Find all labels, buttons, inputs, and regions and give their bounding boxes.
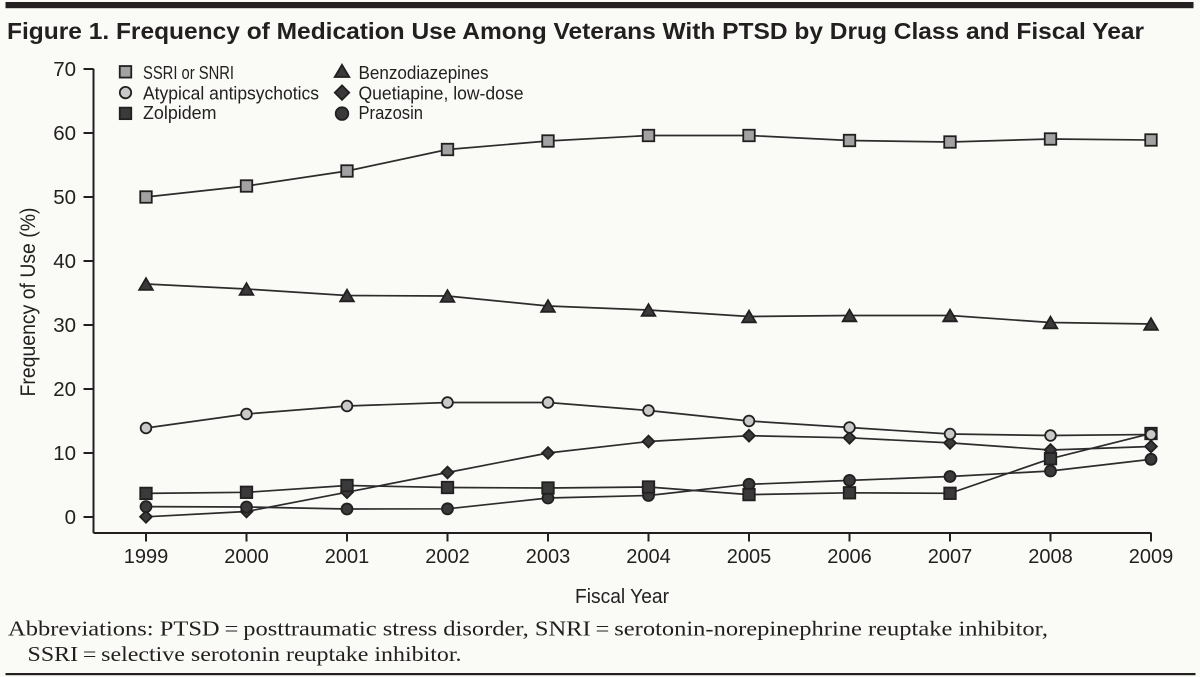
svg-text:Figure 1. Frequency of Medicat: Figure 1. Frequency of Medication Use Am… — [7, 18, 1144, 44]
svg-text:SSRI = selective serotonin reu: SSRI = selective serotonin reuptake inhi… — [28, 642, 462, 666]
svg-text:10: 10 — [53, 442, 76, 465]
svg-text:60: 60 — [53, 122, 76, 145]
svg-text:2008: 2008 — [1028, 546, 1073, 568]
svg-text:70: 70 — [53, 58, 76, 81]
svg-text:2005: 2005 — [727, 546, 772, 568]
svg-text:2004: 2004 — [626, 546, 671, 568]
svg-text:Fiscal Year: Fiscal Year — [575, 586, 669, 608]
svg-text:20: 20 — [53, 378, 76, 401]
svg-text:40: 40 — [53, 250, 76, 273]
svg-text:Quetiapine, low-dose: Quetiapine, low-dose — [359, 82, 524, 103]
svg-text:2009: 2009 — [1129, 546, 1174, 568]
svg-text:1999: 1999 — [124, 546, 169, 568]
svg-text:2001: 2001 — [325, 546, 370, 568]
svg-text:2006: 2006 — [827, 546, 872, 568]
svg-text:2007: 2007 — [928, 546, 973, 568]
svg-text:50: 50 — [53, 186, 76, 209]
svg-text:Benzodiazepines: Benzodiazepines — [359, 62, 489, 83]
svg-text:2002: 2002 — [425, 546, 470, 568]
svg-text:0: 0 — [65, 506, 76, 529]
svg-text:Frequency of Use (%): Frequency of Use (%) — [17, 208, 40, 397]
svg-text:Prazosin: Prazosin — [359, 102, 424, 123]
svg-text:Abbreviations: PTSD = posttrau: Abbreviations: PTSD = posttraumatic stre… — [8, 617, 1048, 641]
svg-text:Zolpidem: Zolpidem — [143, 102, 217, 123]
svg-text:30: 30 — [53, 314, 76, 337]
svg-text:SSRI or SNRI: SSRI or SNRI — [143, 62, 234, 83]
svg-text:2000: 2000 — [224, 546, 269, 568]
svg-text:2003: 2003 — [526, 546, 571, 568]
svg-text:Atypical antipsychotics: Atypical antipsychotics — [143, 82, 319, 103]
